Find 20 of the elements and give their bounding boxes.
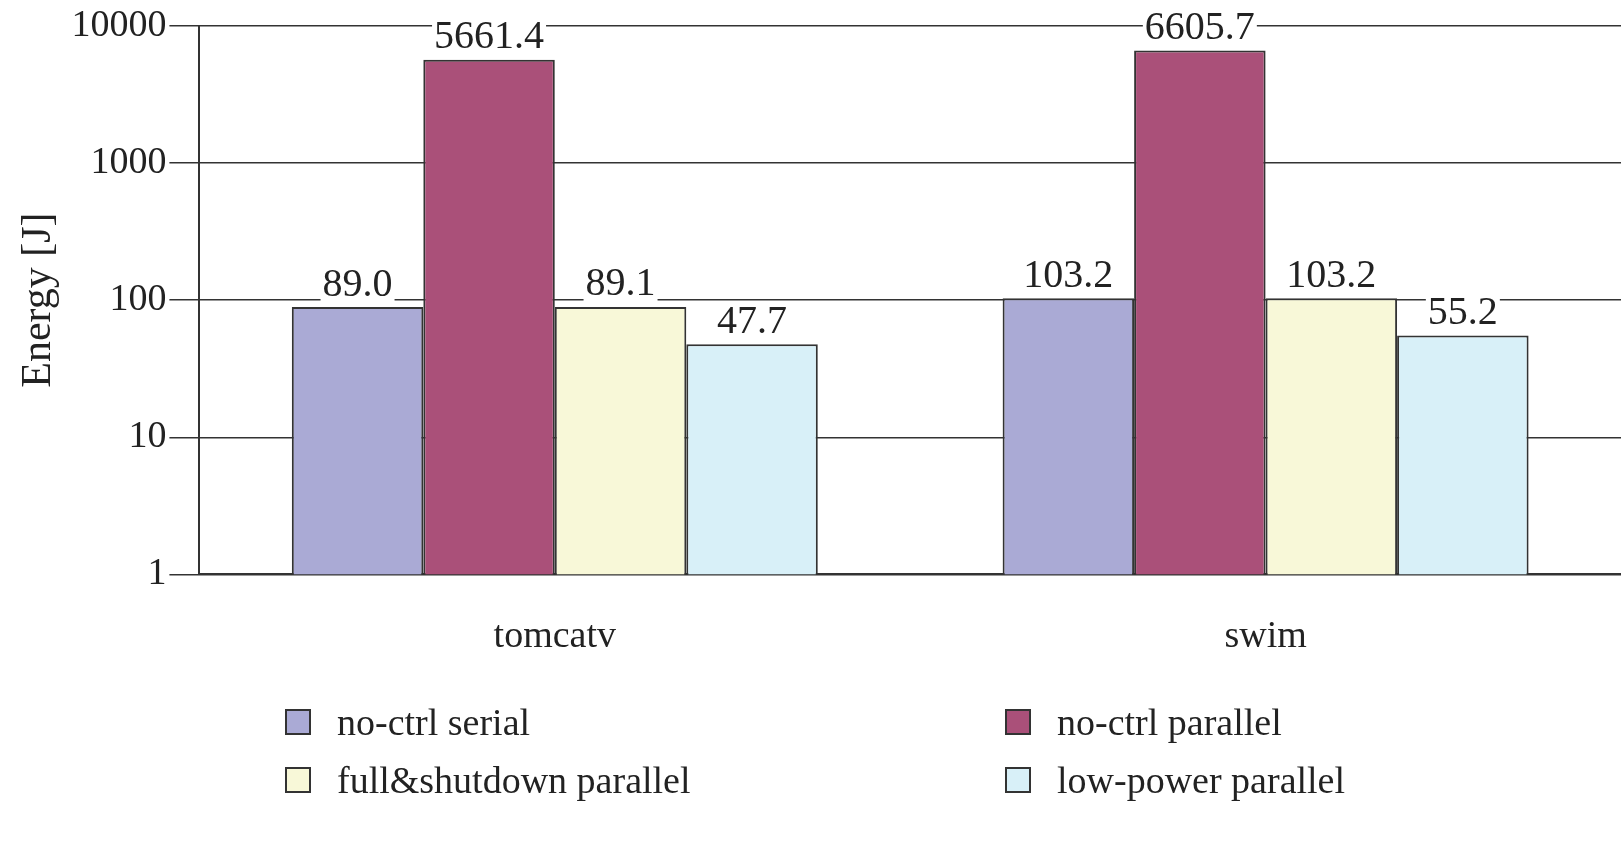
data-label: 47.7 [717,296,788,342]
data-label: 6605.7 [1144,3,1255,48]
data-label: 103.2 [1286,250,1377,296]
y-axis-title: Energy [J] [13,212,60,388]
x-tick-label: tomcatv [493,613,616,656]
x-tick-label: swim [1224,613,1307,656]
legend-label: low-power parallel [1057,758,1346,802]
legend-label: full&shutdown parallel [337,758,691,802]
data-label: 55.2 [1427,287,1498,333]
y-tick-label: 1000 [90,138,167,181]
data-label: 5661.4 [434,12,545,58]
legend-label: no-ctrl parallel [1057,700,1282,744]
data-label: 89.1 [585,259,656,305]
y-tick-label: 10000 [71,1,167,44]
legend-label: no-ctrl serial [337,700,531,744]
data-label: 103.2 [1023,250,1114,296]
y-tick-label: 100 [109,276,167,319]
y-tick-label: 10 [128,413,167,456]
y-tick-label: 1 [147,550,167,593]
data-label: 89.0 [322,259,393,305]
